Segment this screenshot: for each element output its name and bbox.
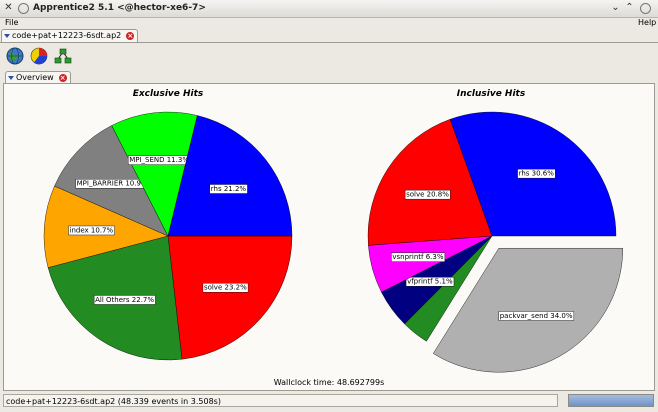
exclusive-label-5: rhs 21.2%: [211, 185, 247, 193]
inclusive-label-4: solve 20.8%: [406, 191, 449, 199]
exclusive-slice-0[interactable]: [167, 235, 293, 360]
window-menu-icon[interactable]: [18, 3, 29, 14]
exclusive-label-2: index 10.7%: [70, 226, 114, 234]
exclusive-label-0: solve 23.2%: [204, 284, 247, 292]
inclusive-label-3: vsnprintf 6.3%: [392, 253, 443, 261]
file-tab[interactable]: code+pat+12223-6sdt.ap2 ×: [1, 29, 139, 42]
toolbar: [0, 43, 658, 67]
close-icon[interactable]: ✕: [4, 2, 13, 13]
inclusive-pie: packvar_send 34.0% vfprintf 5.1% vsnprintf…: [367, 111, 623, 373]
tab-overview[interactable]: Overview ×: [5, 71, 71, 84]
file-tab-label: code+pat+12223-6sdt.ap2: [12, 31, 122, 40]
tab-menu-icon[interactable]: [8, 76, 14, 80]
title-bar: ✕ Apprentice2 5.1 <@hector-xe6-7> ⌄ ⌃: [0, 0, 658, 18]
exclusive-label-box-5: [209, 184, 248, 194]
close-tab-icon[interactable]: ×: [58, 74, 67, 82]
close-tab-icon[interactable]: ×: [126, 32, 135, 40]
minimize-icon[interactable]: ⌄: [611, 2, 620, 13]
exclusive-label-box-1: [93, 295, 156, 305]
exclusive-slice-5[interactable]: [167, 115, 293, 237]
wallclock-time: Wallclock time: 48.692799s: [273, 378, 385, 387]
menu-file[interactable]: File: [5, 18, 19, 27]
inclusive-slice-0[interactable]: [432, 248, 623, 373]
status-text: code+pat+12223-6sdt.ap2 (48.339 events i…: [3, 394, 558, 407]
exclusive-label-box-0: [202, 283, 249, 293]
file-tabstrip: code+pat+12223-6sdt.ap2 ×: [0, 28, 658, 43]
inclusive-slice-4[interactable]: [367, 119, 493, 246]
progress-bar: [568, 394, 654, 407]
inclusive-label-box-2: [405, 277, 455, 287]
inclusive-label-2: vfprintf 5.1%: [407, 278, 453, 286]
tab-menu-icon[interactable]: [4, 34, 10, 38]
call-tree-icon[interactable]: [54, 47, 72, 65]
overview-tab-label: Overview: [16, 73, 54, 82]
inclusive-label-5: rhs 30.6%: [519, 170, 555, 178]
exclusive-label-box-2: [68, 225, 115, 236]
inclusive-label-box-5: [517, 168, 556, 179]
exclusive-pie: solve 23.2% All Others 22.7% index 10.7% MP…: [43, 111, 293, 361]
window-title: Apprentice2 5.1 <@hector-xe6-7>: [33, 3, 206, 13]
overview-panel: Exclusive Hits Inclusive Hits solve 23.2…: [3, 83, 655, 391]
globe-icon[interactable]: [6, 47, 24, 65]
inclusive-title: Inclusive Hits: [457, 89, 526, 99]
restore-icon[interactable]: [640, 3, 651, 14]
view-tabstrip: Overview ×: [3, 71, 655, 84]
maximize-icon[interactable]: ⌃: [625, 2, 634, 13]
pie-chart-icon[interactable]: [30, 47, 48, 65]
exclusive-label-4: MPI_SEND 11.3%: [129, 156, 189, 164]
exclusive-label-1: All Others 22.7%: [95, 296, 154, 304]
inclusive-label-box-4: [404, 189, 451, 200]
exclusive-label-3: MPI_BARRIER 10.9%: [77, 180, 148, 188]
menu-help[interactable]: Help: [638, 18, 657, 27]
inclusive-label-box-3: [391, 252, 446, 262]
menu-bar: File Help: [0, 17, 658, 28]
inclusive-label-0: packvar_send 34.0%: [500, 312, 573, 320]
progress-fill: [569, 395, 653, 406]
pie-charts: Exclusive Hits Inclusive Hits solve 23.2…: [43, 89, 623, 373]
exclusive-title: Exclusive Hits: [133, 89, 204, 99]
inclusive-label-box-0: [498, 311, 575, 321]
status-bar: code+pat+12223-6sdt.ap2 (48.339 events i…: [0, 391, 658, 412]
exclusive-slice-4[interactable]: [111, 111, 198, 237]
